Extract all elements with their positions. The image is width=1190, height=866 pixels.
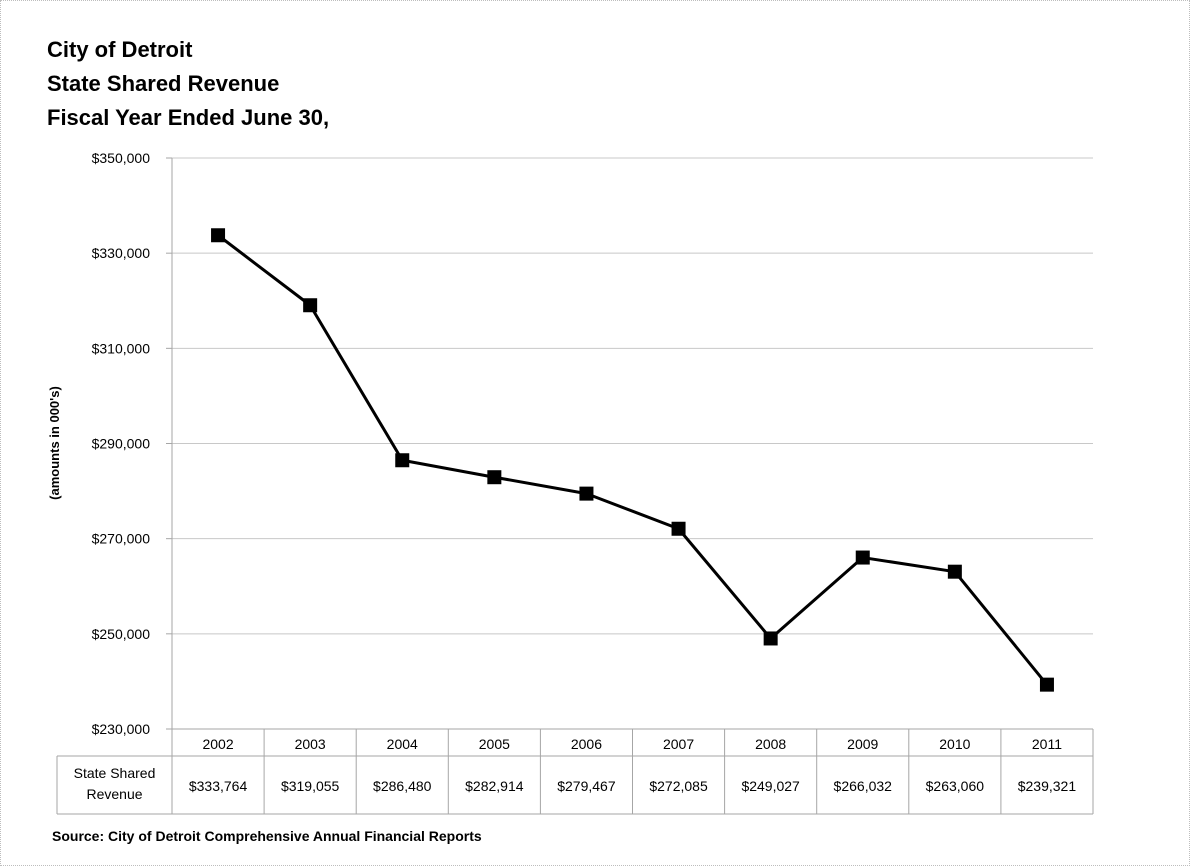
- chart-title-line-3: Fiscal Year Ended June 30,: [47, 105, 330, 130]
- y-axis-label: (amounts in 000's): [47, 386, 62, 500]
- y-tick-label: $330,000: [92, 245, 151, 261]
- data-point-marker: [211, 228, 226, 243]
- y-tick-label: $250,000: [92, 626, 151, 642]
- x-category-label: 2011: [1032, 736, 1062, 752]
- series-line: [217, 234, 1049, 686]
- series-layer: [211, 228, 1054, 692]
- chart-title: City of Detroit State Shared Revenue Fis…: [47, 33, 329, 135]
- x-category-label: 2009: [847, 736, 878, 752]
- x-category-label: 2006: [571, 736, 602, 752]
- chart-title-line-2: State Shared Revenue: [47, 71, 280, 96]
- data-table: 2002 2003 2004 2005 2006 2007 2008 2009 2010 2011…: [56, 729, 1094, 815]
- x-category-label: 2007: [663, 736, 694, 752]
- data-point-marker: [671, 521, 686, 536]
- y-tick-label: $270,000: [92, 531, 151, 547]
- data-point-marker: [303, 298, 318, 313]
- table-row-label: State Shared: [74, 765, 156, 781]
- y-tick-label: $310,000: [92, 340, 151, 356]
- source-note: Source: City of Detroit Comprehensive An…: [52, 828, 482, 844]
- data-point-marker: [487, 470, 502, 485]
- y-tick-label: $290,000: [92, 436, 151, 452]
- y-tick-label: $350,000: [92, 150, 151, 166]
- x-category-label: 2010: [939, 736, 970, 752]
- axes: $350,000 $330,000 $310,000 $290,000 $270,000…: [92, 150, 1093, 737]
- y-tick-label: $230,000: [92, 721, 151, 737]
- x-category-label: 2008: [755, 736, 786, 752]
- data-point-marker: [1039, 677, 1054, 692]
- table-value-cell: $249,027: [741, 778, 800, 794]
- table-value-cell: $239,321: [1018, 778, 1077, 794]
- chart-title-line-1: City of Detroit: [47, 37, 193, 62]
- data-point-marker: [579, 486, 594, 501]
- table-value-cell: $272,085: [649, 778, 708, 794]
- data-point-marker: [855, 550, 870, 565]
- table-value-cell: $282,914: [465, 778, 524, 794]
- table-value-cell: $263,060: [926, 778, 985, 794]
- table-value-cell: $333,764: [189, 778, 248, 794]
- x-category-label: 2002: [202, 736, 233, 752]
- x-category-label: 2005: [479, 736, 510, 752]
- table-value-cell: $266,032: [834, 778, 893, 794]
- x-category-label: 2004: [387, 736, 418, 752]
- table-row-label: Revenue: [86, 786, 142, 802]
- x-category-label: 2003: [295, 736, 326, 752]
- data-point-marker: [395, 453, 410, 468]
- table-value-cell: $319,055: [281, 778, 340, 794]
- gridlines: [172, 157, 1093, 635]
- data-point-marker: [763, 631, 778, 646]
- data-point-marker: [947, 564, 962, 579]
- table-value-cell: $286,480: [373, 778, 432, 794]
- table-value-cell: $279,467: [557, 778, 616, 794]
